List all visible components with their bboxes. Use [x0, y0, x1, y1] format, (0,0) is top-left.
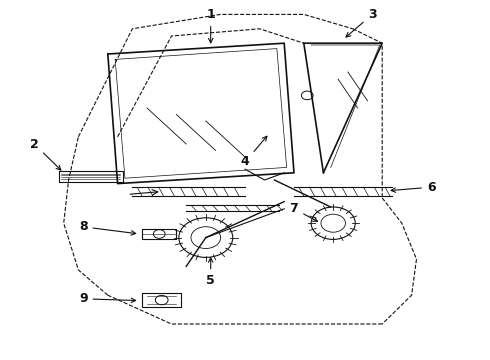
Text: 6: 6 — [391, 181, 436, 194]
Text: 9: 9 — [79, 292, 136, 305]
Text: 1: 1 — [206, 8, 215, 43]
Text: 5: 5 — [206, 258, 215, 287]
Text: 8: 8 — [79, 220, 136, 235]
Text: 3: 3 — [346, 8, 377, 37]
Text: 4: 4 — [241, 136, 267, 168]
Text: 2: 2 — [30, 138, 61, 170]
Text: 7: 7 — [290, 202, 318, 221]
